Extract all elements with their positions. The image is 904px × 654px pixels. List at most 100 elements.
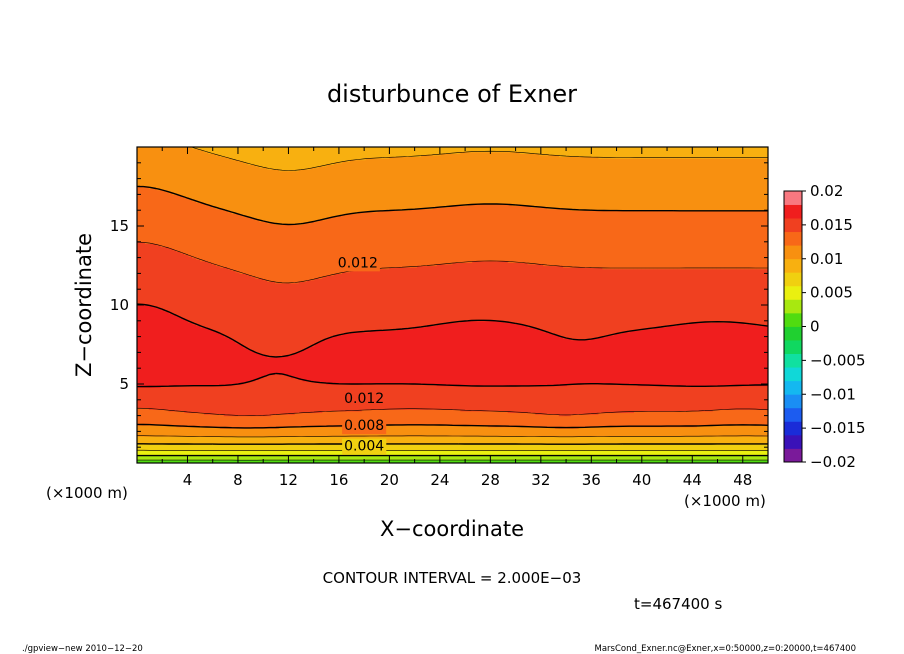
contour-band-cell [681, 426, 686, 437]
contour-band-cell [385, 384, 390, 410]
contour-band-cell [602, 455, 607, 461]
contour-band-cell [188, 412, 193, 428]
contour-band-cell [267, 147, 272, 170]
contour-band-cell [562, 156, 568, 210]
contour-band-cell [440, 147, 446, 154]
contour-band-cell [326, 218, 331, 276]
contour-band-cell [140, 459, 146, 463]
contour-band-cell [511, 436, 517, 445]
contour-band-cell [271, 222, 276, 282]
contour-band-cell [519, 153, 525, 207]
contour-band-cell [665, 268, 671, 327]
contour-band-cell [669, 210, 674, 270]
contour-band-cell [681, 450, 686, 456]
contour-band-cell [409, 455, 414, 461]
contour-band-cell [239, 415, 245, 429]
contour-band-cell [547, 331, 552, 387]
contour-band-cell [622, 158, 627, 211]
contour-band-cell [484, 436, 489, 445]
contour-band-cell [275, 436, 280, 445]
contour-band-cell [760, 325, 765, 387]
contour-band-cell [318, 278, 323, 342]
contour-band-cell [590, 444, 596, 451]
contour-band-cell [468, 459, 473, 463]
contour-band-cell [460, 262, 465, 322]
contour-band-cell [519, 436, 525, 445]
contour-band-cell [476, 455, 481, 461]
contour-band-cell [491, 436, 497, 445]
y-axis-label: Z−coordinate [72, 233, 96, 377]
contour-band-cell [728, 459, 734, 463]
contour-band-cell [413, 156, 418, 210]
contour-band-cell [365, 158, 371, 213]
contour-band-cell [200, 412, 205, 428]
contour-band-cell [606, 268, 611, 336]
contour-band-cell [637, 426, 643, 437]
contour-band-cell [606, 436, 611, 445]
contour-band-cell [649, 147, 655, 159]
contour-band-cell [598, 444, 603, 451]
contour-band-cell [511, 147, 517, 153]
contour-band-cell [476, 459, 481, 463]
contour-band-cell [428, 409, 434, 426]
contour-band-cell [566, 267, 572, 339]
contour-band-cell [499, 147, 505, 153]
contour-band-cell [487, 260, 493, 322]
contour-band-cell [204, 327, 209, 387]
contour-band-cell [160, 309, 166, 387]
contour-band-cell [294, 377, 300, 414]
contour-band-cell [590, 414, 596, 428]
contour-band-cell [673, 385, 678, 412]
contour-band-cell [200, 202, 205, 262]
contour-band-cell [152, 188, 158, 244]
contour-band-cell [219, 428, 225, 437]
x-tick-label: 36 [582, 471, 601, 489]
contour-band-cell [539, 385, 544, 415]
contour-band-cell [168, 455, 174, 461]
contour-band-cell [227, 158, 233, 213]
contour-band-cell [385, 455, 390, 461]
contour-band-cell [424, 154, 430, 210]
colorbar-cell [784, 272, 802, 287]
contour-band-cell [456, 385, 461, 410]
contour-band-cell [511, 412, 517, 428]
contour-band-cell [598, 158, 603, 211]
contour-band-cell [748, 455, 753, 461]
colorbar-cell [784, 258, 802, 273]
contour-band-cell [302, 459, 308, 463]
contour-band-cell [582, 455, 588, 461]
contour-band-cell [294, 224, 300, 284]
colorbar-cell [784, 380, 802, 395]
contour-band-cell [432, 325, 438, 385]
contour-band-cell [290, 444, 296, 451]
contour-band-cell [215, 385, 221, 415]
contour-band-cell [637, 455, 643, 461]
contour-band-cell [586, 384, 592, 415]
contour-band-cell [594, 156, 600, 211]
contour-band-cell [566, 415, 572, 429]
contour-band-cell [764, 147, 768, 159]
contour-band-cell [235, 415, 241, 429]
contour-band-cell [239, 384, 245, 417]
contour-band-cell [661, 426, 667, 437]
contour-band-cell [373, 147, 379, 159]
contour-band-cell [314, 412, 320, 428]
contour-band-cell [389, 444, 394, 451]
contour-band-cell [417, 327, 422, 385]
contour-band-cell [657, 436, 663, 445]
contour-band-cell [164, 246, 170, 312]
contour-band-cell [247, 436, 252, 445]
colorbar-cell [784, 421, 802, 436]
contour-band-cell [338, 162, 343, 216]
contour-band-cell [207, 444, 213, 451]
contour-band-cell [215, 414, 221, 428]
contour-label: 0.012 [338, 255, 378, 271]
contour-band-cell [326, 338, 331, 385]
contour-band-cell [247, 428, 252, 437]
contour-band-cell [527, 450, 532, 456]
contour-band-cell [456, 205, 461, 263]
contour-band-cell [385, 210, 390, 270]
contour-line [137, 147, 768, 438]
contour-band-cell [732, 268, 738, 323]
contour-band-cell [476, 260, 481, 322]
